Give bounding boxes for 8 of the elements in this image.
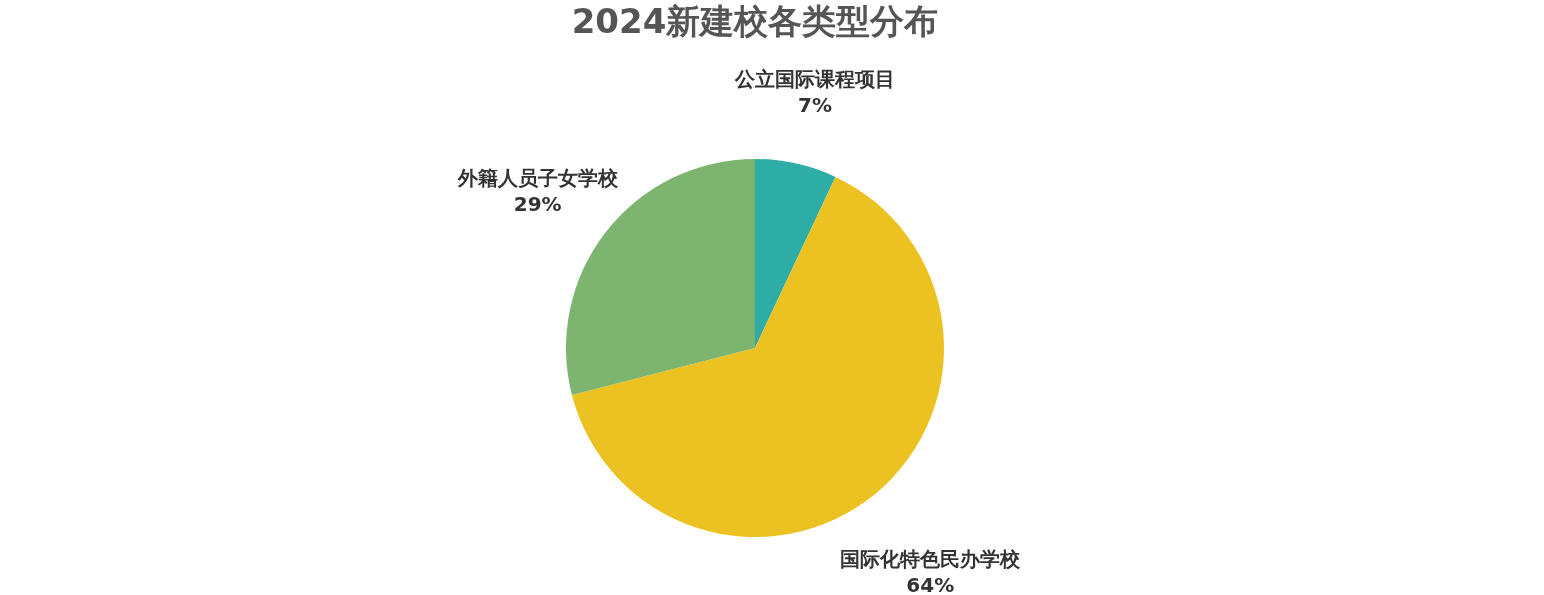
data-label: 29% xyxy=(513,192,562,217)
data-label: 7% xyxy=(798,92,832,117)
data-label: 64% xyxy=(906,572,955,595)
slice-label: 外籍人员子女学校 xyxy=(456,166,619,191)
pie-slice xyxy=(755,159,836,348)
chart-title: 2024新建校各类型分布 xyxy=(571,0,939,41)
slice-label: 国际化特色民办学校 xyxy=(840,546,1022,571)
slice-label: 公立国际课程项目 xyxy=(733,66,895,91)
